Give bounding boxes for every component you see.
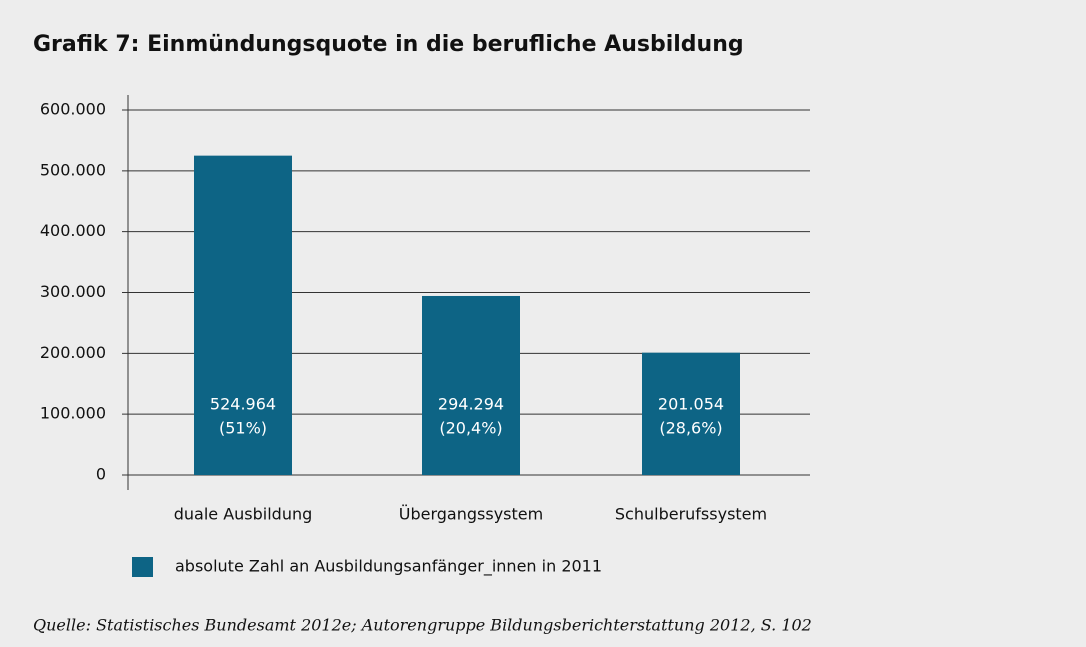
bar xyxy=(642,352,740,475)
bar xyxy=(422,295,520,475)
share-label: (28,6%) xyxy=(659,419,722,438)
chart-title: Grafik 7: Einmündungsquote in die berufl… xyxy=(33,32,744,57)
value-label: 524.964 xyxy=(210,395,276,414)
y-tick-label: 0 xyxy=(96,465,106,484)
legend-swatch xyxy=(132,557,153,577)
x-tick-label: duale Ausbildung xyxy=(174,505,313,524)
bar xyxy=(194,155,292,475)
source: Quelle: Statistisches Bundesamt 2012e; A… xyxy=(33,616,812,635)
x-tick-label: Schulberufssystem xyxy=(615,505,767,524)
share-label: (20,4%) xyxy=(439,419,502,438)
y-tick-label: 300.000 xyxy=(40,282,106,301)
legend-label: absolute Zahl an Ausbildungsanfänger_inn… xyxy=(175,557,602,577)
y-tick-label: 500.000 xyxy=(40,160,106,179)
x-tick-label: Übergangssystem xyxy=(399,505,543,524)
y-tick-label: 600.000 xyxy=(40,100,106,119)
share-label: (51%) xyxy=(219,419,267,438)
y-tick-label: 100.000 xyxy=(40,404,106,423)
y-tick-label: 400.000 xyxy=(40,221,106,240)
y-tick-label: 200.000 xyxy=(40,343,106,362)
value-label: 294.294 xyxy=(438,395,504,414)
value-label: 201.054 xyxy=(658,395,724,414)
